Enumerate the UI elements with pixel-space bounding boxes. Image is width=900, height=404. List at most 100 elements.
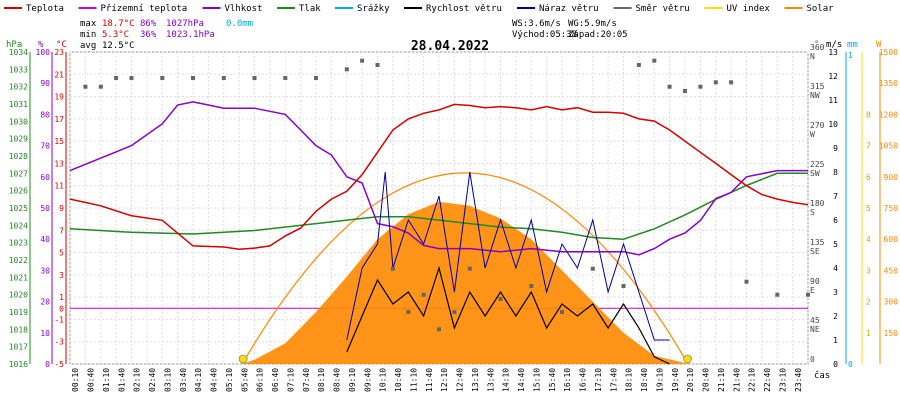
wind-direction-point — [221, 76, 226, 80]
x-tick: 00:10 — [71, 368, 80, 392]
direction-tick: 360 — [810, 43, 825, 52]
x-tick: 18:40 — [640, 368, 649, 392]
x-tick: 17:10 — [594, 368, 603, 392]
direction-tick: 0 — [810, 355, 815, 364]
x-tick: 14:10 — [502, 368, 511, 392]
humidity-tick: 40 — [40, 235, 50, 244]
wind-tick: 13 — [828, 48, 838, 57]
temperature-tick: 15 — [54, 137, 64, 146]
wind-direction-point — [421, 292, 426, 297]
wind-direction-point — [744, 279, 749, 284]
uv-tick: 4 — [866, 235, 871, 244]
temperature-tick: 17 — [54, 115, 64, 124]
x-tick: 20:10 — [686, 368, 695, 392]
temperature-tick: -3 — [54, 338, 64, 347]
x-tick: 09:10 — [348, 368, 357, 392]
wind-speed-line — [346, 265, 670, 365]
wind-direction-point — [375, 63, 380, 67]
wind-direction-point — [160, 76, 165, 80]
humidity-tick: 10 — [40, 329, 50, 338]
temperature-tick: 3 — [59, 271, 64, 280]
pressure-tick: 1029 — [9, 135, 28, 144]
wind-direction-point — [590, 266, 595, 271]
direction-tick: 225 — [810, 160, 825, 169]
wind-direction-point — [360, 58, 365, 63]
solar-tick: 450 — [884, 266, 899, 275]
legend-label: Náraz větru — [539, 4, 599, 14]
x-tick: 11:10 — [409, 368, 418, 392]
temperature-tick: -1 — [54, 315, 64, 324]
wind-direction-point — [437, 327, 441, 332]
temperature-tick: 7 — [59, 226, 64, 235]
uv-tick: 2 — [866, 298, 871, 307]
solar-tick: 1350 — [879, 79, 898, 88]
wind-direction-point — [529, 284, 534, 288]
x-tick: 07:40 — [302, 368, 311, 392]
temperature-line — [69, 103, 809, 250]
x-tick: 23:10 — [778, 368, 787, 392]
x-tick: 23:40 — [794, 368, 803, 392]
wind-tick: 6 — [833, 216, 838, 225]
direction-tick: 270 — [810, 121, 825, 130]
pressure-line — [69, 172, 808, 240]
uv-tick: 8 — [866, 110, 871, 119]
axis-unit-ms: m/s — [826, 40, 842, 50]
direction-tick-label: NW — [810, 91, 820, 100]
x-tick: 01:40 — [117, 368, 126, 392]
axis-unit-pct: % — [38, 40, 44, 50]
x-tick: 18:10 — [625, 368, 634, 392]
x-tick: 05:10 — [225, 368, 234, 392]
x-tick: 07:10 — [286, 368, 295, 392]
x-tick: 04:10 — [194, 368, 203, 392]
pressure-tick: 1025 — [9, 204, 28, 213]
humidity-tick: 20 — [40, 298, 50, 307]
pressure-tick: 1030 — [9, 117, 28, 126]
solar-tick: 1050 — [879, 142, 898, 151]
precip-tick: 1 — [848, 51, 853, 60]
x-tick: 08:10 — [317, 368, 326, 392]
stats-min-hum: 36% — [140, 30, 157, 40]
legend-label: Teplota — [26, 4, 64, 14]
axis-unit-time: čas — [814, 370, 830, 381]
wind-tick: 4 — [833, 264, 838, 273]
direction-tick-label: N — [810, 52, 815, 61]
humidity-tick: 0 — [45, 360, 50, 369]
wind-direction-point — [806, 292, 810, 297]
x-tick: 01:10 — [102, 368, 111, 392]
solar-tick: 300 — [884, 298, 899, 307]
wind-direction-point — [406, 310, 411, 314]
x-tick: 09:40 — [363, 368, 372, 392]
wind-tick: 12 — [828, 72, 838, 81]
temperature-tick: 23 — [54, 48, 64, 57]
x-tick: 21:40 — [732, 368, 741, 392]
x-tick: 06:10 — [256, 368, 265, 392]
temperature-tick: 0 — [59, 304, 64, 313]
x-tick: 10:40 — [394, 368, 403, 392]
x-tick: 12:40 — [456, 368, 465, 392]
solar-tick: 1500 — [879, 48, 898, 57]
stats-max-hum: 86% — [140, 19, 157, 29]
direction-tick-label: S — [810, 208, 815, 217]
pressure-tick: 1018 — [9, 325, 28, 334]
axis-unit-hpa: hPa — [6, 40, 22, 50]
stats-avg-temp: 12.5°C — [102, 41, 135, 51]
humidity-tick: 30 — [40, 266, 50, 275]
x-tick: 20:40 — [702, 368, 711, 392]
stats-max-press: 1027hPa — [166, 19, 204, 29]
wind-direction-point — [452, 310, 457, 314]
x-tick: 22:10 — [748, 368, 757, 392]
wind-direction-point — [114, 76, 119, 80]
x-tick: 15:40 — [548, 368, 557, 392]
wind-tick: 5 — [833, 240, 838, 249]
wind-tick: 2 — [833, 312, 838, 321]
wind-tick: 3 — [833, 288, 838, 297]
x-tick: 21:10 — [717, 368, 726, 392]
x-tick: 04:40 — [210, 368, 219, 392]
wind-tick: 7 — [833, 192, 838, 201]
pressure-tick: 1032 — [9, 83, 28, 92]
pressure-tick: 1031 — [9, 100, 28, 109]
pressure-tick: 1027 — [9, 169, 28, 178]
x-tick: 10:10 — [379, 368, 388, 392]
